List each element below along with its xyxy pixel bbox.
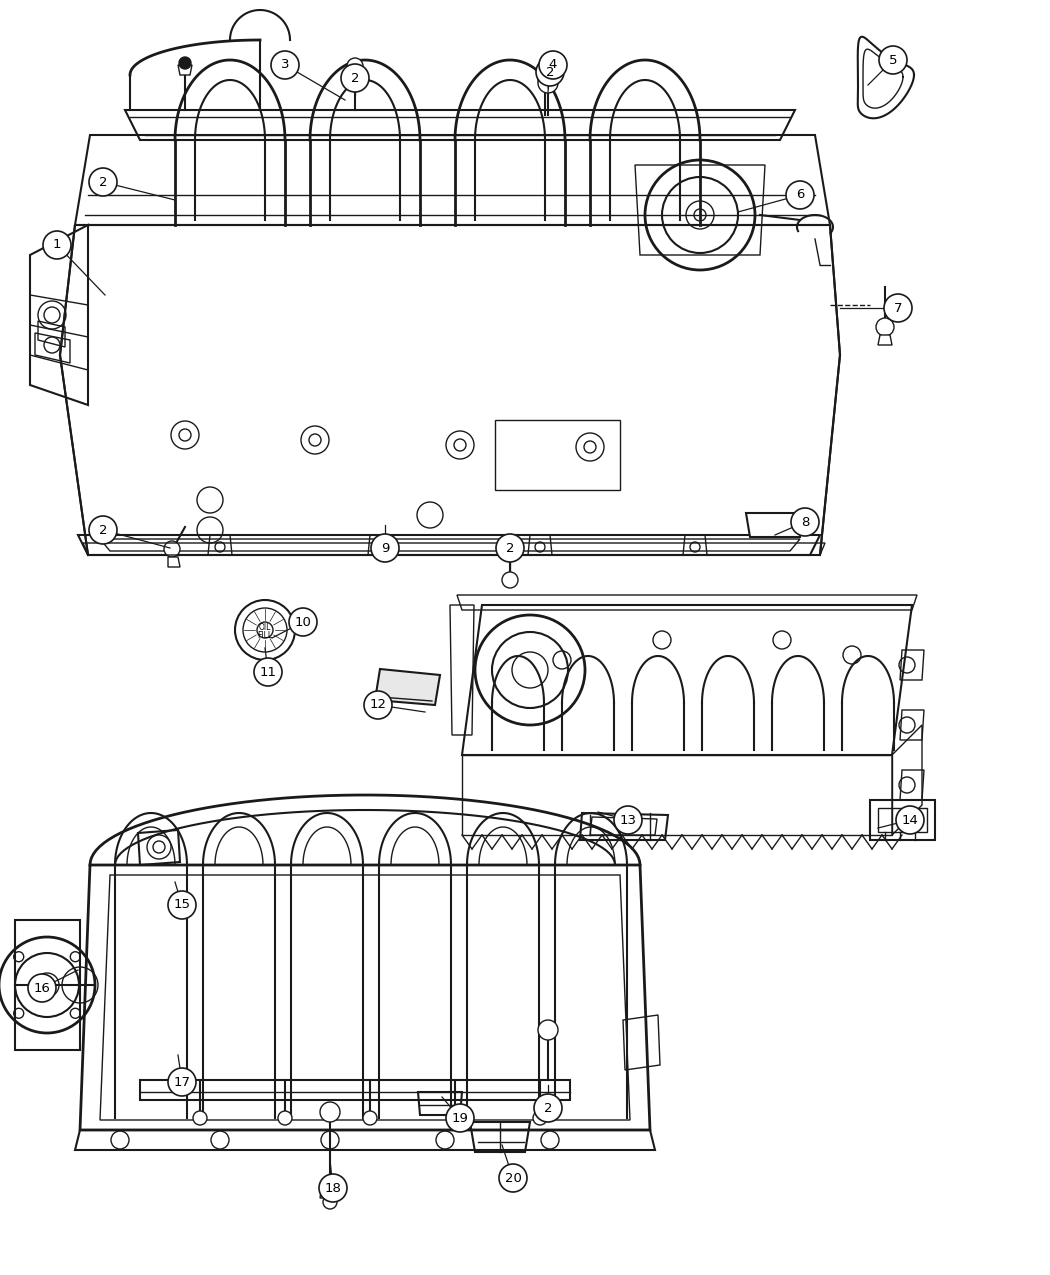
Circle shape <box>278 1111 292 1125</box>
Text: 1: 1 <box>52 238 61 251</box>
Text: 2: 2 <box>544 1102 552 1114</box>
Circle shape <box>43 231 71 259</box>
Text: 2: 2 <box>99 176 107 189</box>
Text: 19: 19 <box>452 1112 468 1125</box>
Circle shape <box>896 806 924 834</box>
Polygon shape <box>878 335 892 346</box>
Circle shape <box>235 601 295 660</box>
Circle shape <box>448 1111 462 1125</box>
Circle shape <box>168 891 196 919</box>
Polygon shape <box>178 65 192 75</box>
Text: 18: 18 <box>324 1182 341 1195</box>
Circle shape <box>539 51 567 79</box>
Polygon shape <box>320 1184 340 1198</box>
Text: 7: 7 <box>894 301 902 315</box>
Circle shape <box>363 1111 377 1125</box>
Circle shape <box>341 64 369 92</box>
Circle shape <box>346 57 363 74</box>
Circle shape <box>614 806 642 834</box>
Text: OIL: OIL <box>258 622 271 631</box>
Text: 11: 11 <box>259 666 276 678</box>
Text: 4: 4 <box>549 59 558 71</box>
Circle shape <box>536 57 564 85</box>
Circle shape <box>499 1164 527 1192</box>
Text: 5: 5 <box>888 54 898 66</box>
Circle shape <box>319 1174 346 1202</box>
Polygon shape <box>346 70 363 80</box>
Text: 15: 15 <box>173 899 190 912</box>
Circle shape <box>289 608 317 636</box>
Circle shape <box>168 1068 196 1096</box>
Circle shape <box>364 691 392 719</box>
Circle shape <box>89 168 117 196</box>
Text: 17: 17 <box>173 1076 190 1089</box>
Circle shape <box>193 1111 207 1125</box>
Circle shape <box>786 181 814 209</box>
Text: FILL: FILL <box>257 631 273 640</box>
Polygon shape <box>543 60 553 73</box>
Circle shape <box>323 1195 337 1209</box>
Text: 2: 2 <box>546 65 554 79</box>
Text: 14: 14 <box>902 813 919 826</box>
Circle shape <box>28 974 56 1002</box>
Circle shape <box>537 62 553 79</box>
Circle shape <box>254 658 282 686</box>
Circle shape <box>791 507 819 536</box>
Polygon shape <box>375 669 440 705</box>
Polygon shape <box>746 513 804 537</box>
Polygon shape <box>537 75 553 85</box>
Circle shape <box>534 1094 562 1122</box>
Text: 8: 8 <box>801 515 810 529</box>
Circle shape <box>271 51 299 79</box>
Polygon shape <box>168 557 180 567</box>
Text: 2: 2 <box>506 542 514 555</box>
Text: 12: 12 <box>370 699 386 711</box>
Circle shape <box>164 541 180 557</box>
Text: 2: 2 <box>99 524 107 537</box>
Text: 3: 3 <box>280 59 289 71</box>
Circle shape <box>502 572 518 588</box>
Text: 6: 6 <box>796 189 804 201</box>
Circle shape <box>496 534 524 562</box>
Circle shape <box>876 317 894 337</box>
Text: 16: 16 <box>34 982 50 994</box>
Circle shape <box>538 73 558 93</box>
Text: 10: 10 <box>295 616 312 629</box>
Circle shape <box>89 516 117 544</box>
Text: 9: 9 <box>381 542 390 555</box>
Circle shape <box>879 46 907 74</box>
Circle shape <box>178 57 191 69</box>
Circle shape <box>884 295 912 323</box>
Circle shape <box>371 534 399 562</box>
Circle shape <box>533 1111 547 1125</box>
Circle shape <box>538 1020 558 1040</box>
Circle shape <box>446 1104 474 1132</box>
Text: 13: 13 <box>620 813 636 826</box>
Text: 20: 20 <box>505 1172 522 1184</box>
Circle shape <box>320 1102 340 1122</box>
Text: 2: 2 <box>351 71 359 84</box>
